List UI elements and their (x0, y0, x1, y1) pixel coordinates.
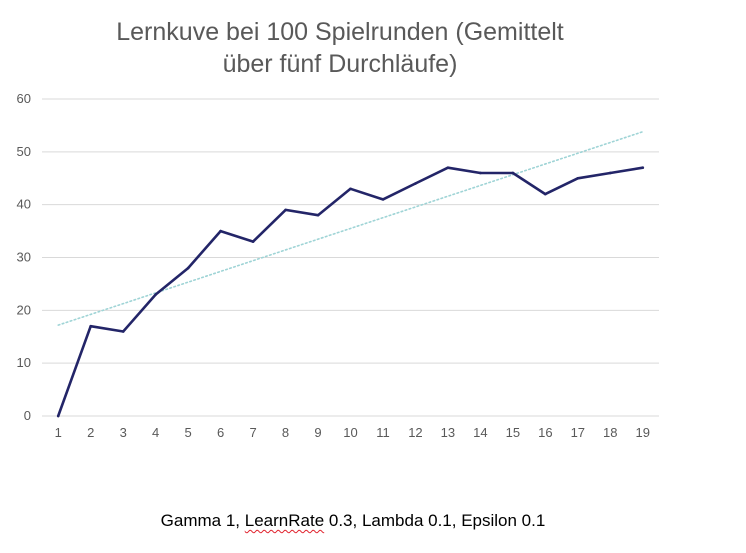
data-point (544, 192, 547, 196)
y-tick-label: 10 (17, 355, 31, 370)
x-tick-label: 17 (571, 425, 585, 440)
gridlines (42, 98, 659, 417)
data-point (251, 240, 255, 243)
x-tick-label: 7 (249, 425, 256, 440)
y-tick-label: 60 (17, 91, 31, 106)
data-point (186, 266, 190, 270)
caption-learnrate: LearnRate (244, 511, 325, 530)
series-group (56, 166, 645, 418)
x-tick-label: 4 (152, 425, 159, 440)
data-point (511, 171, 515, 175)
x-tick-label: 11 (376, 425, 390, 440)
x-tick-label: 5 (185, 425, 192, 440)
y-tick-label: 30 (17, 250, 31, 265)
x-tick-label: 13 (441, 425, 455, 440)
trendline (57, 130, 644, 326)
data-point (89, 324, 93, 328)
data-point (284, 208, 287, 212)
trendline-group (57, 130, 644, 326)
y-tick-label: 40 (17, 197, 31, 212)
data-point (608, 171, 612, 175)
x-tick-label: 3 (120, 425, 127, 440)
data-point (316, 213, 320, 217)
data-point (219, 229, 222, 233)
x-tick-label: 9 (314, 425, 321, 440)
x-tick-label: 2 (87, 425, 94, 440)
x-tick-label: 12 (408, 425, 422, 440)
x-axis-ticks: 1 2 3 4 5 6 7 8 9 10 11 12 13 14 15 16 17 18 19 (55, 425, 650, 440)
data-point (479, 171, 482, 175)
y-tick-label: 0 (24, 408, 31, 423)
parameter-caption: Gamma 1, LearnRate 0.3, Lambda 0.1, Epsi… (0, 511, 706, 531)
data-point (414, 182, 417, 185)
x-tick-label: 6 (217, 425, 224, 440)
y-axis-ticks: 0 10 20 30 40 50 60 (17, 91, 31, 423)
chart-title-line-1: Lernkuve bei 100 Spielrunden (Gemittelt (116, 18, 564, 46)
y-tick-label: 50 (17, 144, 31, 159)
data-point (446, 166, 450, 169)
x-tick-label: 10 (343, 425, 357, 440)
data-point (576, 176, 580, 180)
x-tick-label: 14 (473, 425, 487, 440)
data-point (381, 198, 385, 201)
x-tick-label: 1 (55, 425, 62, 440)
chart-title-line-2: über fünf Durchläufe) (222, 50, 458, 78)
data-point (641, 166, 645, 169)
data-point (349, 187, 352, 191)
x-tick-label: 16 (538, 425, 552, 440)
x-tick-label: 19 (636, 425, 650, 440)
data-point (121, 330, 125, 333)
x-tick-label: 15 (506, 425, 520, 440)
x-tick-label: 18 (603, 425, 617, 440)
data-point (154, 293, 157, 296)
caption-prefix: Gamma 1, (160, 511, 245, 530)
y-tick-label: 20 (17, 302, 31, 317)
data-point (56, 414, 60, 418)
x-tick-label: 8 (282, 425, 289, 440)
chart-title: Lernkuve bei 100 Spielrunden (Gemittelt … (40, 16, 640, 80)
caption-suffix: 0.3, Lambda 0.1, Epsilon 0.1 (324, 511, 546, 530)
